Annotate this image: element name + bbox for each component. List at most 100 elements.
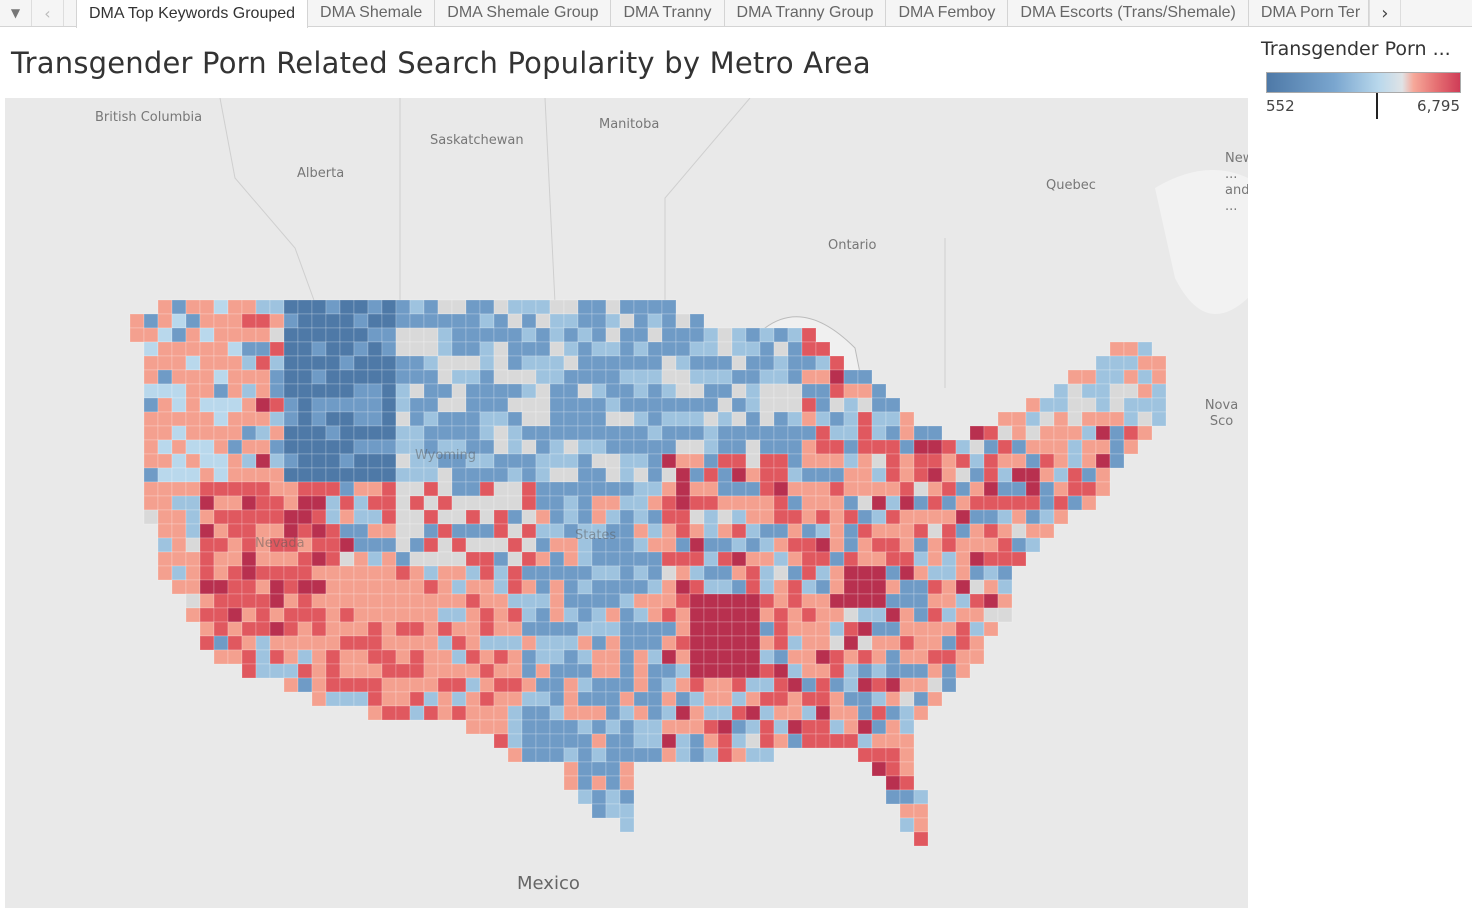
dma-region[interactable] — [157, 537, 173, 553]
dma-region[interactable] — [507, 509, 523, 525]
dma-region[interactable] — [241, 607, 257, 623]
dma-region[interactable] — [339, 691, 355, 707]
dma-region[interactable] — [507, 691, 523, 707]
dma-region[interactable] — [815, 579, 831, 595]
dma-region[interactable] — [521, 369, 537, 385]
dma-region[interactable] — [311, 439, 327, 455]
dma-region[interactable] — [507, 677, 523, 693]
dma-region[interactable] — [843, 579, 859, 595]
dma-region[interactable] — [311, 565, 327, 581]
dma-region[interactable] — [283, 397, 299, 413]
dma-region[interactable] — [1109, 439, 1125, 455]
dma-region[interactable] — [269, 579, 285, 595]
dma-region[interactable] — [269, 425, 285, 441]
dma-region[interactable] — [353, 341, 369, 357]
dma-region[interactable] — [731, 537, 747, 553]
dma-region[interactable] — [619, 803, 635, 819]
dma-region[interactable] — [745, 481, 761, 497]
dma-region[interactable] — [801, 439, 817, 455]
dma-region[interactable] — [605, 789, 621, 805]
dma-region[interactable] — [787, 705, 803, 721]
dma-region[interactable] — [563, 467, 579, 483]
dma-region[interactable] — [731, 397, 747, 413]
dma-region[interactable] — [157, 397, 173, 413]
dma-region[interactable] — [297, 327, 313, 343]
dma-region[interactable] — [339, 593, 355, 609]
dma-region[interactable] — [255, 607, 271, 623]
dma-region[interactable] — [171, 327, 187, 343]
dma-region[interactable] — [773, 733, 789, 749]
dma-region[interactable] — [703, 355, 719, 371]
dma-region[interactable] — [493, 383, 509, 399]
dma-region[interactable] — [269, 649, 285, 665]
dma-region[interactable] — [269, 635, 285, 651]
dma-region[interactable] — [535, 747, 551, 763]
dma-region[interactable] — [885, 411, 901, 427]
dma-region[interactable] — [787, 355, 803, 371]
dma-region[interactable] — [367, 327, 383, 343]
dma-region[interactable] — [255, 551, 271, 567]
dma-region[interactable] — [927, 523, 943, 539]
dma-region[interactable] — [605, 313, 621, 329]
dma-region[interactable] — [731, 733, 747, 749]
dma-region[interactable] — [241, 341, 257, 357]
dma-region[interactable] — [171, 495, 187, 511]
dma-region[interactable] — [983, 607, 999, 623]
dma-region[interactable] — [871, 481, 887, 497]
dma-region[interactable] — [899, 691, 915, 707]
dma-region[interactable] — [815, 719, 831, 735]
dma-region[interactable] — [913, 677, 929, 693]
dma-region[interactable] — [437, 579, 453, 595]
dma-region[interactable] — [437, 635, 453, 651]
dma-region[interactable] — [241, 411, 257, 427]
dma-region[interactable] — [521, 481, 537, 497]
dma-region[interactable] — [367, 509, 383, 525]
dma-region[interactable] — [619, 775, 635, 791]
dma-region[interactable] — [605, 495, 621, 511]
dma-region[interactable] — [801, 733, 817, 749]
dma-region[interactable] — [759, 537, 775, 553]
dma-region[interactable] — [829, 733, 845, 749]
dma-region[interactable] — [493, 607, 509, 623]
dma-region[interactable] — [283, 593, 299, 609]
dma-region[interactable] — [731, 551, 747, 567]
dma-region[interactable] — [801, 705, 817, 721]
dma-region[interactable] — [241, 495, 257, 511]
dma-region[interactable] — [577, 593, 593, 609]
dma-region[interactable] — [661, 719, 677, 735]
dma-region[interactable] — [535, 397, 551, 413]
dma-region[interactable] — [871, 705, 887, 721]
dma-region[interactable] — [437, 495, 453, 511]
dma-region[interactable] — [843, 607, 859, 623]
dma-region[interactable] — [605, 383, 621, 399]
dma-region[interactable] — [535, 299, 551, 315]
dma-region[interactable] — [1011, 439, 1027, 455]
dma-region[interactable] — [297, 341, 313, 357]
dma-region[interactable] — [199, 439, 215, 455]
dma-region[interactable] — [591, 579, 607, 595]
dma-region[interactable] — [381, 467, 397, 483]
dma-region[interactable] — [787, 383, 803, 399]
dma-region[interactable] — [255, 369, 271, 385]
dma-region[interactable] — [367, 523, 383, 539]
dma-region[interactable] — [843, 649, 859, 665]
dma-region[interactable] — [339, 509, 355, 525]
dma-region[interactable] — [297, 635, 313, 651]
dma-region[interactable] — [675, 635, 691, 651]
dma-region[interactable] — [535, 313, 551, 329]
dma-region[interactable] — [409, 607, 425, 623]
dma-region[interactable] — [339, 439, 355, 455]
dma-region[interactable] — [703, 677, 719, 693]
dma-region[interactable] — [269, 593, 285, 609]
dma-region[interactable] — [731, 369, 747, 385]
dma-region[interactable] — [227, 523, 243, 539]
dma-region[interactable] — [465, 537, 481, 553]
dma-region[interactable] — [703, 593, 719, 609]
dma-region[interactable] — [787, 397, 803, 413]
dma-region[interactable] — [465, 313, 481, 329]
dma-region[interactable] — [227, 425, 243, 441]
dma-region[interactable] — [661, 677, 677, 693]
dma-region[interactable] — [605, 607, 621, 623]
dma-region[interactable] — [885, 467, 901, 483]
dma-region[interactable] — [591, 439, 607, 455]
